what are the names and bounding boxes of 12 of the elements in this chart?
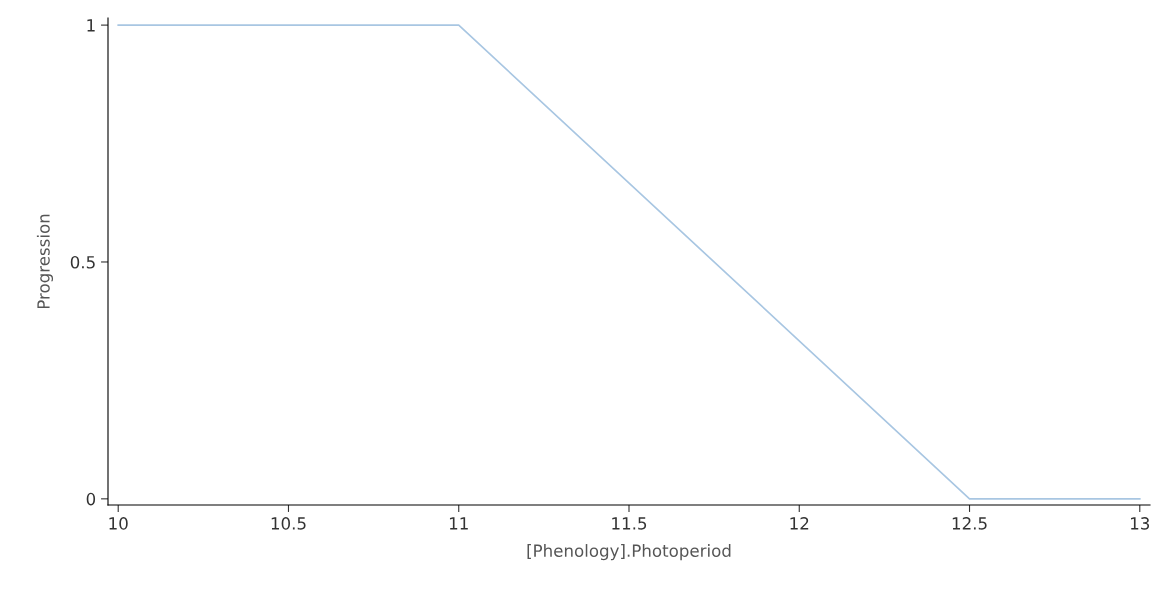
y-tick-label: 0.5 (70, 255, 95, 269)
x-tick-label: 12 (790, 517, 809, 530)
x-tick-label: 11 (449, 517, 468, 530)
x-tick-label: 13 (1131, 517, 1150, 530)
y-tick-label: 1 (87, 19, 95, 32)
x-tick-label: 11.5 (612, 517, 647, 530)
x-axis-title: [Phenology].Photoperiod (527, 544, 731, 561)
y-axis-title: Progression (36, 214, 54, 309)
x-tick-label: 10.5 (271, 517, 306, 530)
x-tick-label: 12.5 (952, 517, 987, 530)
y-tick-label: 0 (86, 492, 96, 506)
x-tick-label: 10 (109, 517, 128, 530)
